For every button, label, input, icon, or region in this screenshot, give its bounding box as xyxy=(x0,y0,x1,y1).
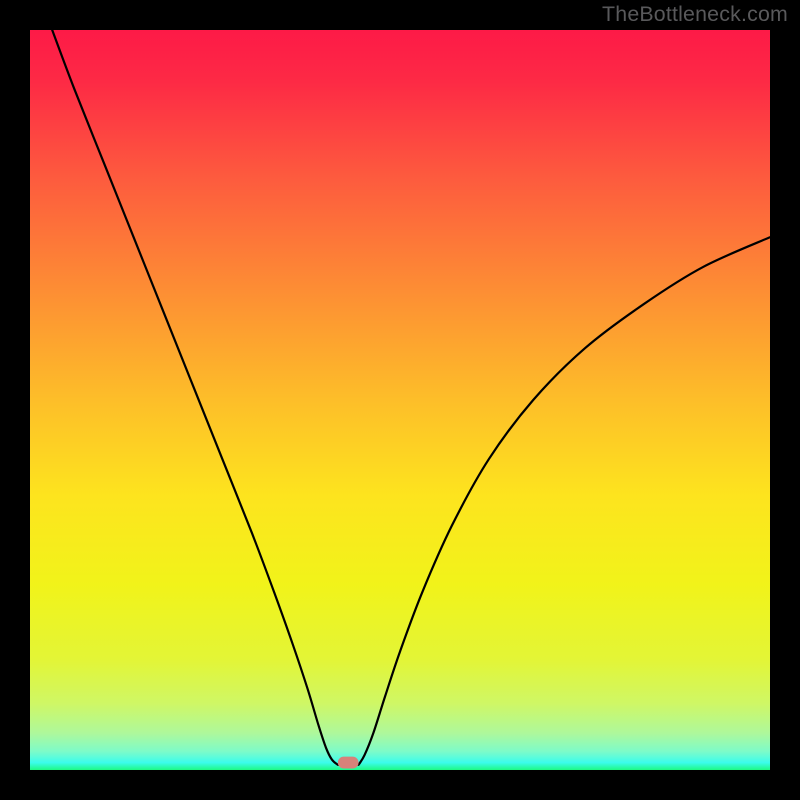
bottleneck-chart xyxy=(30,30,770,770)
watermark-label: TheBottleneck.com xyxy=(602,2,788,27)
chart-frame: TheBottleneck.com xyxy=(0,0,800,800)
chart-background xyxy=(30,30,770,770)
optimal-point-marker xyxy=(338,757,359,769)
